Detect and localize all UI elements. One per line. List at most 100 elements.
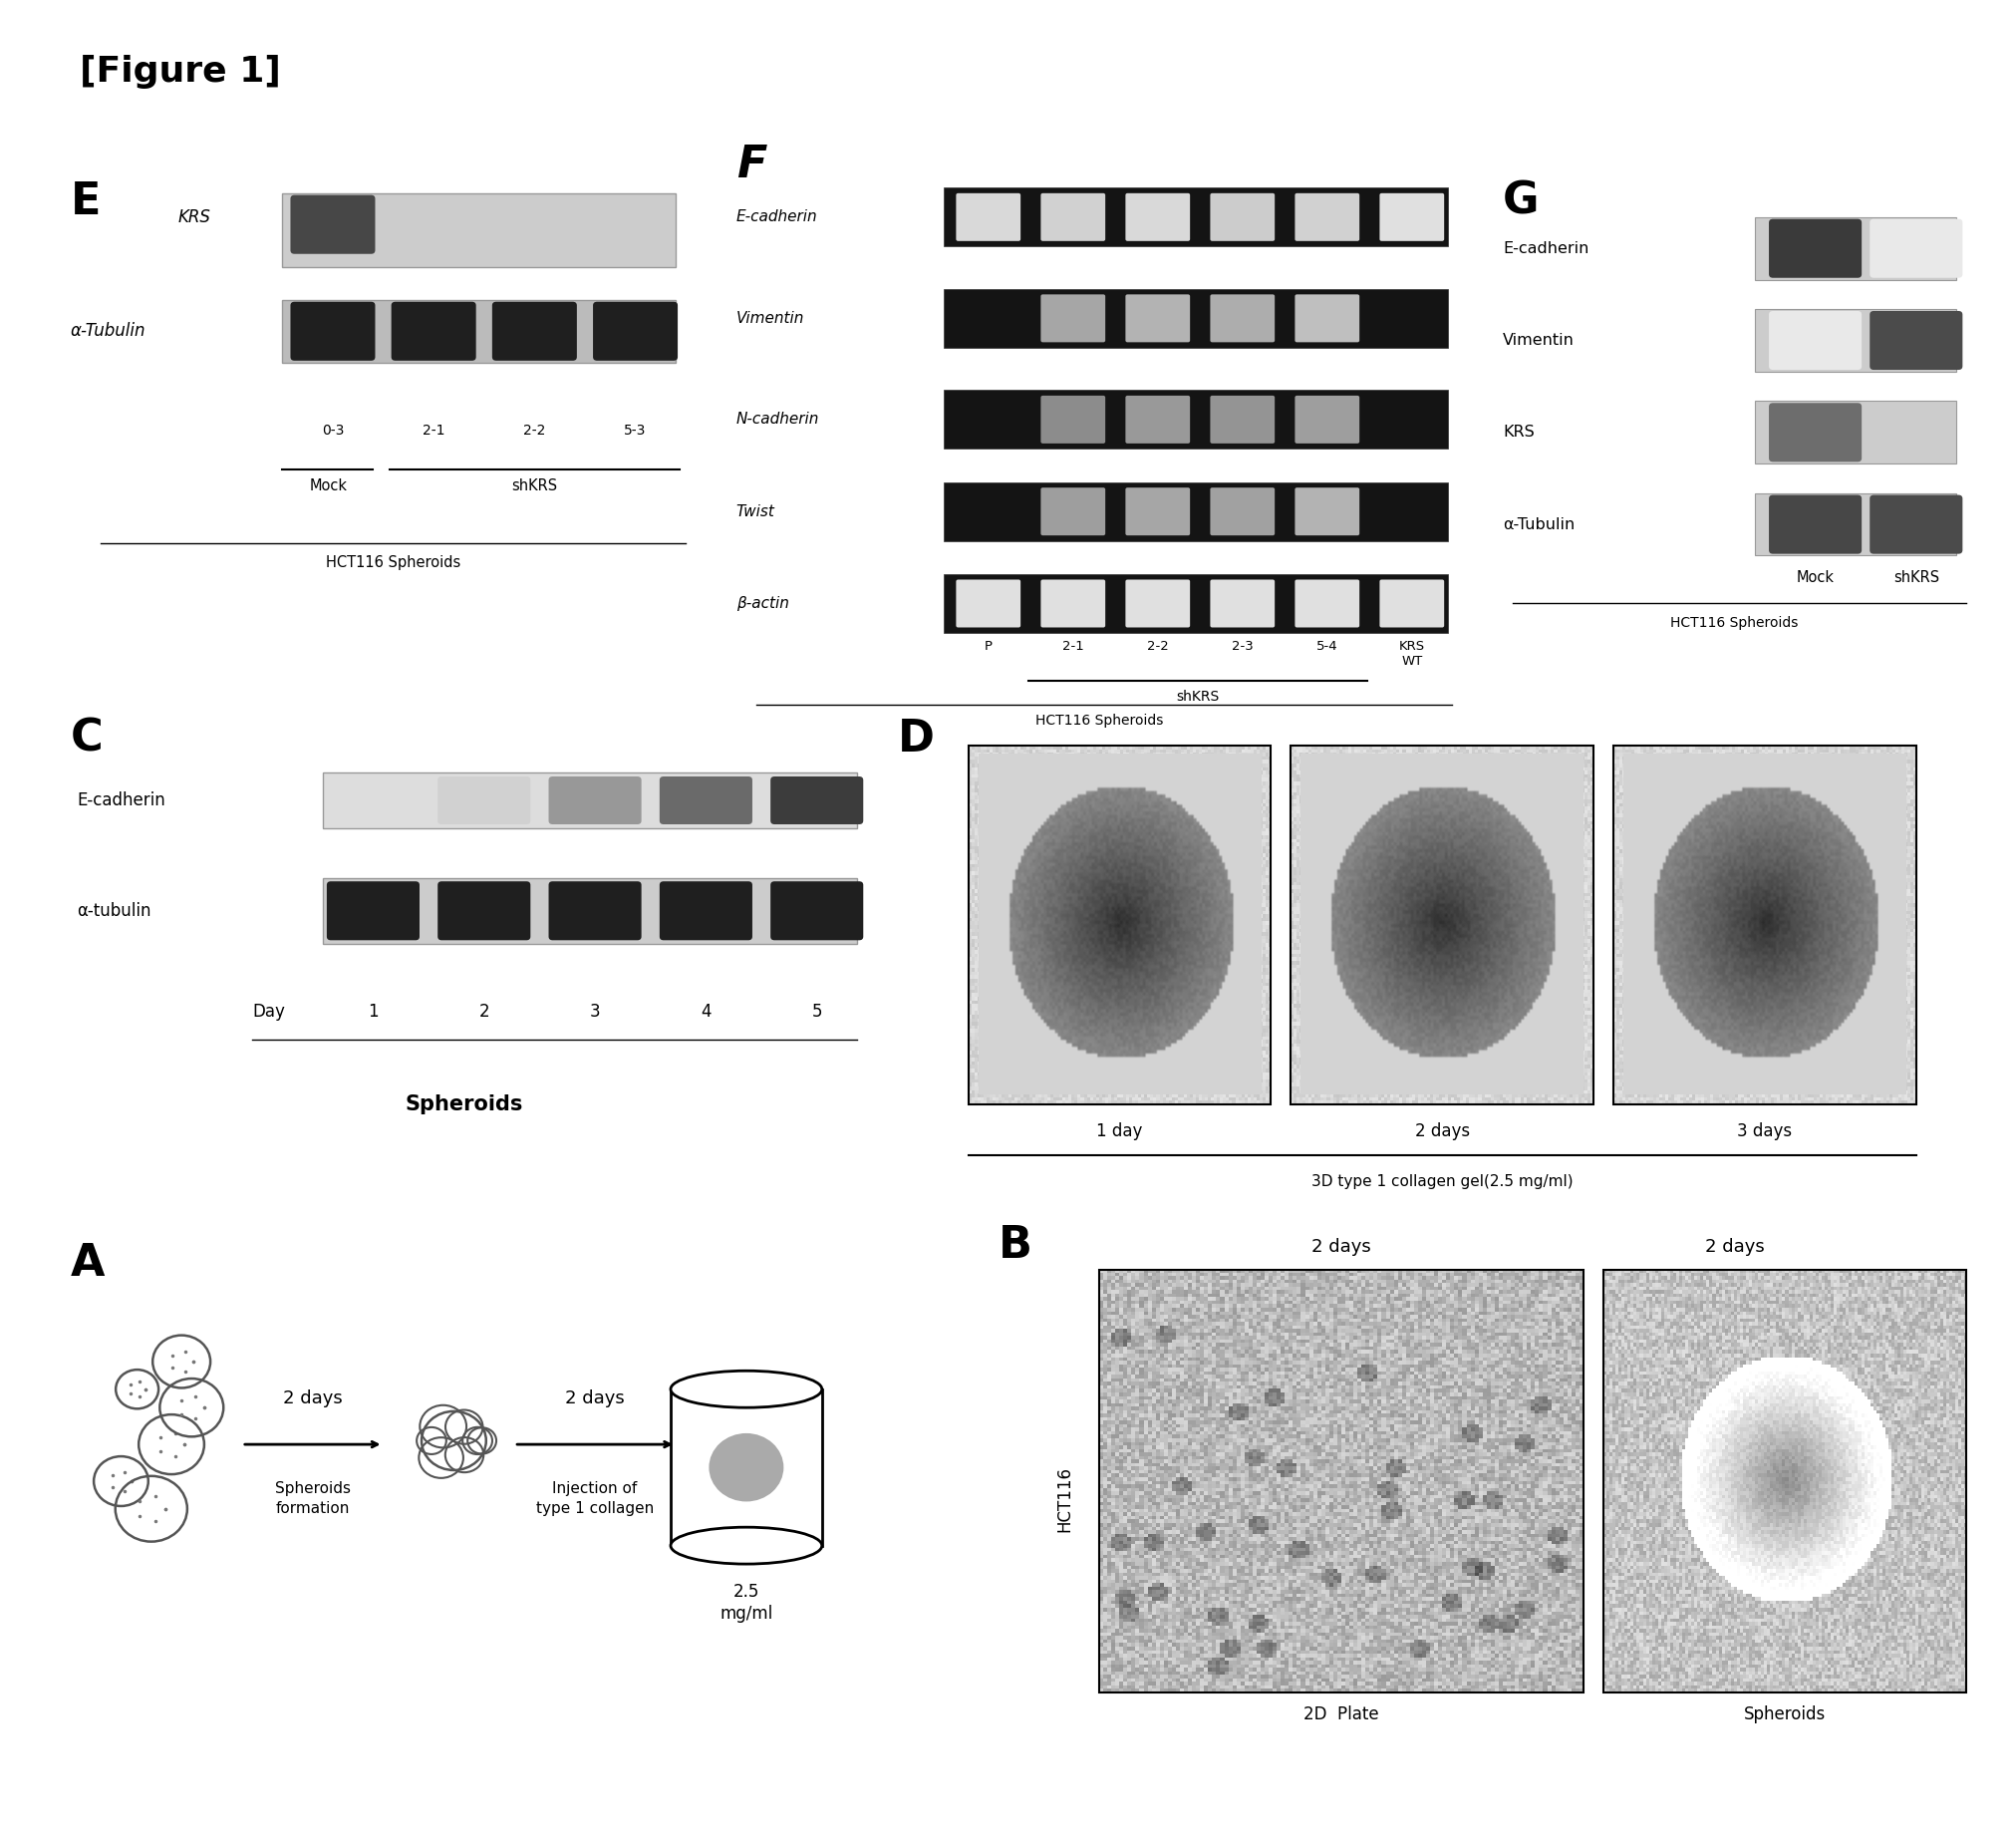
Text: E-cadherin: E-cadherin: [1502, 241, 1589, 256]
Text: 1 day: 1 day: [1097, 1122, 1141, 1141]
Text: E-cadherin: E-cadherin: [77, 791, 165, 810]
FancyBboxPatch shape: [1210, 396, 1274, 443]
Text: 2.5
mg/ml: 2.5 mg/ml: [720, 1582, 772, 1623]
FancyBboxPatch shape: [1754, 217, 1956, 280]
FancyBboxPatch shape: [1294, 396, 1359, 443]
FancyBboxPatch shape: [327, 881, 419, 940]
FancyBboxPatch shape: [323, 773, 857, 828]
FancyBboxPatch shape: [669, 1389, 823, 1546]
Text: 2-3: 2-3: [1232, 640, 1252, 653]
FancyBboxPatch shape: [659, 776, 752, 824]
FancyBboxPatch shape: [290, 302, 375, 361]
FancyBboxPatch shape: [593, 302, 677, 361]
FancyBboxPatch shape: [1294, 580, 1359, 627]
Text: 2 days: 2 days: [1704, 1238, 1764, 1257]
FancyBboxPatch shape: [290, 195, 375, 254]
Text: 3: 3: [589, 1003, 601, 1021]
FancyBboxPatch shape: [437, 881, 530, 940]
FancyBboxPatch shape: [1210, 193, 1274, 241]
FancyBboxPatch shape: [1869, 311, 1962, 370]
FancyBboxPatch shape: [1040, 294, 1105, 342]
Text: 4: 4: [700, 1003, 712, 1021]
Text: Vimentin: Vimentin: [1502, 333, 1574, 348]
FancyBboxPatch shape: [770, 881, 863, 940]
FancyBboxPatch shape: [770, 776, 863, 824]
FancyBboxPatch shape: [1754, 401, 1956, 464]
Text: E: E: [71, 180, 101, 223]
Text: Spheroids
formation: Spheroids formation: [274, 1481, 351, 1516]
FancyBboxPatch shape: [943, 390, 1447, 449]
Text: Mock: Mock: [1796, 570, 1833, 585]
Text: 2-1: 2-1: [421, 423, 446, 438]
FancyBboxPatch shape: [1294, 294, 1359, 342]
FancyBboxPatch shape: [1125, 193, 1189, 241]
FancyBboxPatch shape: [282, 300, 675, 362]
Text: F: F: [736, 144, 766, 186]
Text: G: G: [1502, 180, 1538, 223]
Text: 3D type 1 collagen gel(2.5 mg/ml): 3D type 1 collagen gel(2.5 mg/ml): [1310, 1174, 1572, 1189]
Text: shKRS: shKRS: [512, 478, 556, 493]
FancyBboxPatch shape: [1379, 193, 1443, 241]
Text: [Figure 1]: [Figure 1]: [81, 55, 280, 88]
Text: D: D: [897, 718, 933, 760]
FancyBboxPatch shape: [548, 881, 641, 940]
FancyBboxPatch shape: [1040, 488, 1105, 535]
Text: 3 days: 3 days: [1736, 1122, 1792, 1141]
FancyBboxPatch shape: [437, 776, 530, 824]
Text: 2 days: 2 days: [564, 1389, 625, 1408]
FancyBboxPatch shape: [1768, 219, 1861, 278]
FancyBboxPatch shape: [1869, 219, 1962, 278]
Text: Spheroids: Spheroids: [405, 1095, 522, 1115]
Text: HCT116: HCT116: [1056, 1466, 1073, 1533]
Text: α-tubulin: α-tubulin: [77, 902, 151, 920]
FancyBboxPatch shape: [1768, 403, 1861, 462]
FancyBboxPatch shape: [1294, 488, 1359, 535]
FancyBboxPatch shape: [956, 580, 1020, 627]
FancyBboxPatch shape: [659, 881, 752, 940]
Text: 0-3: 0-3: [321, 423, 345, 438]
Text: 1: 1: [367, 1003, 379, 1021]
Text: B: B: [998, 1224, 1032, 1266]
FancyBboxPatch shape: [1125, 488, 1189, 535]
Circle shape: [710, 1435, 782, 1501]
Text: 2 days: 2 days: [282, 1389, 343, 1408]
Text: 5: 5: [810, 1003, 823, 1021]
FancyBboxPatch shape: [1040, 580, 1105, 627]
Text: 2-1: 2-1: [1062, 640, 1083, 653]
FancyBboxPatch shape: [1869, 495, 1962, 554]
FancyBboxPatch shape: [1754, 309, 1956, 372]
FancyBboxPatch shape: [943, 482, 1447, 541]
Text: Spheroids: Spheroids: [1744, 1706, 1824, 1724]
FancyBboxPatch shape: [1294, 193, 1359, 241]
Text: 2 days: 2 days: [1310, 1238, 1371, 1257]
Text: 2 days: 2 days: [1413, 1122, 1470, 1141]
Text: P: P: [984, 640, 992, 653]
FancyBboxPatch shape: [1040, 193, 1105, 241]
Text: KRS: KRS: [177, 208, 210, 226]
Text: shKRS: shKRS: [1175, 690, 1220, 705]
FancyBboxPatch shape: [282, 193, 675, 267]
FancyBboxPatch shape: [323, 878, 857, 944]
FancyBboxPatch shape: [1040, 396, 1105, 443]
Ellipse shape: [669, 1527, 823, 1564]
FancyBboxPatch shape: [492, 302, 577, 361]
FancyBboxPatch shape: [1125, 396, 1189, 443]
Text: KRS: KRS: [1502, 425, 1534, 440]
Text: Injection of
type 1 collagen: Injection of type 1 collagen: [536, 1481, 653, 1516]
Text: 5-3: 5-3: [623, 423, 647, 438]
Text: 5-4: 5-4: [1316, 640, 1337, 653]
Text: Day: Day: [252, 1003, 284, 1021]
FancyBboxPatch shape: [1210, 580, 1274, 627]
FancyBboxPatch shape: [1379, 580, 1443, 627]
FancyBboxPatch shape: [1768, 311, 1861, 370]
Text: α-Tubulin: α-Tubulin: [1502, 517, 1574, 532]
Text: E-cadherin: E-cadherin: [736, 210, 816, 224]
Text: KRS
WT: KRS WT: [1399, 640, 1423, 668]
FancyBboxPatch shape: [1125, 294, 1189, 342]
FancyBboxPatch shape: [1768, 495, 1861, 554]
FancyBboxPatch shape: [943, 574, 1447, 633]
FancyBboxPatch shape: [1210, 488, 1274, 535]
FancyBboxPatch shape: [391, 302, 476, 361]
Text: HCT116 Spheroids: HCT116 Spheroids: [327, 556, 460, 570]
Text: 2-2: 2-2: [1147, 640, 1167, 653]
